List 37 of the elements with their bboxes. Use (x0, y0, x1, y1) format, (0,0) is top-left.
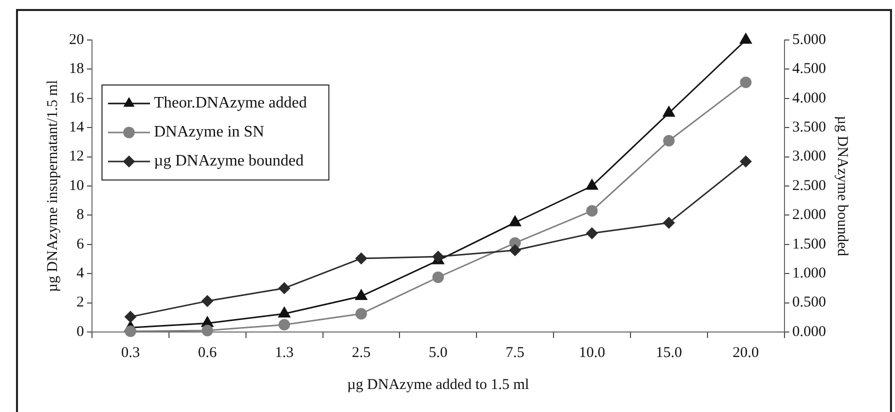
x-tick-label: 15.0 (656, 344, 682, 361)
y2-tick-label: 0.000 (792, 324, 826, 340)
x-tick-label: 20.0 (732, 344, 759, 361)
y2-tick-label: 0.500 (792, 294, 826, 311)
y2-tick-label: 4.000 (792, 90, 826, 106)
y-tick-label: 18 (69, 61, 84, 78)
x-tick-label: 1.3 (274, 344, 294, 361)
y2-tick-label: 4.500 (792, 61, 826, 78)
y-tick-label: 0 (76, 324, 84, 340)
y-tick-label: 4 (76, 266, 84, 282)
legend-label: DNAzyme in SN (154, 124, 265, 141)
x-tick-label: 7.5 (506, 344, 524, 361)
y2-tick-label: 3.500 (792, 120, 826, 136)
y2-tick-label: 2.000 (792, 207, 826, 224)
x-tick-label: 2.5 (352, 344, 371, 361)
y-tick-label: 20 (69, 32, 84, 48)
y2-tick-label: 2.500 (792, 178, 826, 194)
y-tick-label: 16 (69, 90, 84, 106)
legend-label: µg DNAzyme bounded (154, 152, 304, 170)
x-axis-title: µg DNAzyme added to 1.5 ml (347, 376, 530, 393)
x-tick-label: 0.6 (198, 344, 218, 361)
y2-tick-label: 3.000 (792, 148, 826, 165)
y2-tick-label: 1.500 (792, 236, 826, 252)
x-tick-label: 0.3 (121, 344, 140, 361)
y-tick-label: 8 (76, 207, 84, 224)
y-tick-label: 12 (69, 148, 84, 165)
legend-label: Theor.DNAzyme added (154, 94, 307, 112)
y-tick-label: 6 (76, 236, 84, 252)
y-axis-title: µg DNAzyme insupernatant/1.5 ml (44, 80, 61, 292)
y2-tick-label: 5.000 (792, 32, 826, 48)
y-tick-label: 14 (69, 120, 84, 136)
y2-axis-title: µg DNAzyme bounded (834, 116, 850, 257)
y2-tick-label: 1.000 (792, 266, 826, 282)
x-tick-label: 5.0 (428, 344, 448, 361)
y-tick-label: 10 (69, 178, 84, 194)
y-tick-label: 2 (76, 294, 84, 311)
x-tick-label: 10.0 (578, 344, 606, 361)
